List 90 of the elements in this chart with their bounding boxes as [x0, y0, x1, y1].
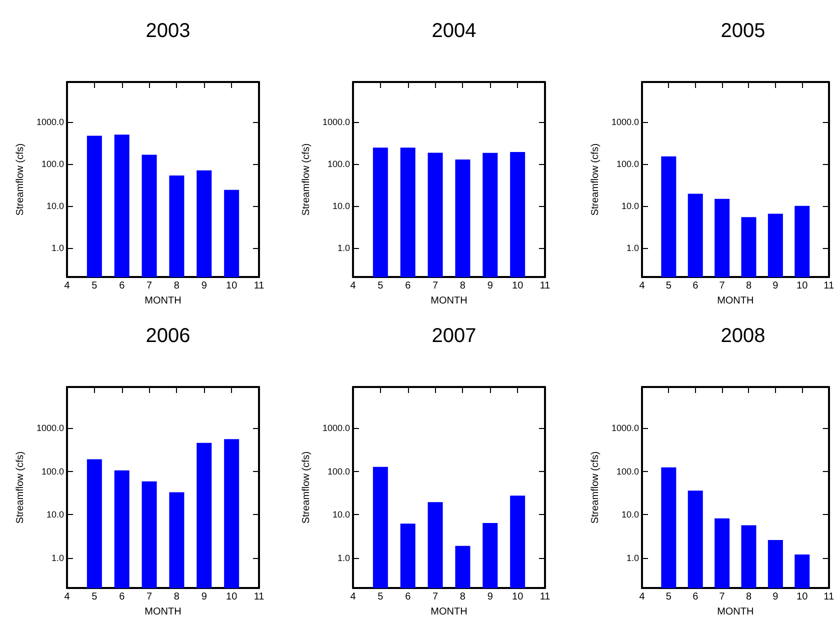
x-tick-label: 4: [350, 592, 356, 603]
chart-title: 2007: [432, 325, 476, 347]
x-tick-label: 5: [92, 592, 98, 603]
x-tick-label: 6: [692, 592, 699, 603]
x-axis-title: MONTH: [717, 606, 754, 618]
x-tick-label: 10: [226, 592, 238, 603]
x-tick-label: 9: [201, 592, 208, 603]
x-tick-label: 10: [796, 592, 808, 603]
x-tick-label: 11: [540, 592, 551, 603]
x-tick-label: 5: [666, 280, 672, 292]
x-axis-title: MONTH: [144, 296, 182, 306]
x-tick-label: 7: [432, 280, 439, 292]
y-tick-label: 100.0: [616, 158, 639, 169]
x-tick-label: 6: [119, 280, 126, 292]
x-tick-label: 4: [639, 592, 646, 603]
x-tick-label: 8: [174, 280, 180, 292]
x-tick-label: 8: [460, 592, 466, 603]
y-axis-title: Streamflow (cfs): [301, 143, 312, 216]
x-tick-label: 7: [432, 592, 439, 603]
x-tick-label: 9: [201, 280, 208, 292]
x-tick-label: 5: [378, 280, 384, 292]
y-tick-label: 1.0: [626, 552, 639, 563]
y-tick-label: 100.0: [616, 466, 639, 476]
x-tick-label: 6: [405, 280, 412, 292]
chart-title: 2008: [720, 325, 766, 347]
y-tick-label: 100.0: [327, 158, 350, 169]
y-tick-label: 1000.0: [611, 117, 639, 128]
y-axis-title: Streamflow (cfs): [301, 451, 312, 524]
y-tick-label: 1.0: [51, 552, 64, 563]
x-tick-label: 8: [746, 280, 752, 292]
y-tick-label: 1000.0: [36, 423, 64, 434]
x-tick-label: 7: [146, 592, 153, 603]
x-tick-label: 6: [405, 592, 412, 603]
x-axis-title: MONTH: [717, 296, 754, 306]
x-tick-label: 8: [746, 592, 752, 603]
x-tick-label: 4: [350, 280, 356, 292]
y-tick-label: 10.0: [332, 510, 350, 520]
x-tick-label: 6: [692, 280, 699, 292]
y-tick-label: 1.0: [626, 242, 639, 253]
x-axis-title: MONTH: [430, 606, 468, 618]
x-tick-label: 10: [226, 280, 238, 292]
x-tick-label: 5: [92, 280, 98, 292]
x-tick-label: 5: [378, 592, 384, 603]
x-tick-label: 5: [666, 592, 672, 603]
y-tick-label: 1.0: [51, 242, 64, 253]
y-tick-label: 100.0: [41, 466, 64, 476]
x-tick-label: 10: [512, 592, 524, 603]
x-tick-label: 8: [174, 592, 180, 603]
x-tick-label: 4: [639, 280, 646, 292]
x-tick-label: 11: [824, 592, 834, 603]
x-tick-label: 8: [460, 280, 466, 292]
x-axis-title: MONTH: [430, 296, 468, 306]
y-tick-label: 10.0: [46, 510, 64, 520]
x-tick-label: 11: [540, 280, 551, 292]
y-axis-title: Streamflow (cfs): [590, 451, 602, 524]
y-tick-label: 1000.0: [36, 117, 64, 128]
y-tick-label: 1.0: [337, 552, 350, 563]
chart-title: 2004: [432, 20, 476, 42]
y-tick-label: 10.0: [46, 200, 64, 211]
y-tick-label: 1000.0: [322, 423, 350, 434]
y-axis-title: Streamflow (cfs): [15, 143, 26, 216]
x-tick-label: 10: [796, 280, 808, 292]
x-tick-label: 11: [254, 592, 265, 603]
x-tick-label: 11: [254, 280, 265, 292]
y-tick-label: 1.0: [337, 242, 350, 253]
x-tick-label: 7: [146, 280, 153, 292]
y-tick-label: 100.0: [327, 466, 350, 476]
chart-title: 2003: [146, 20, 190, 42]
y-tick-label: 10.0: [621, 510, 639, 520]
y-tick-label: 100.0: [41, 158, 64, 169]
y-tick-label: 1000.0: [611, 423, 639, 434]
x-tick-label: 4: [64, 280, 70, 292]
x-tick-label: 10: [512, 280, 524, 292]
x-tick-label: 7: [719, 592, 726, 603]
x-tick-label: 4: [64, 592, 70, 603]
y-tick-label: 10.0: [332, 200, 350, 211]
x-tick-label: 9: [487, 280, 494, 292]
chart-title: 2005: [720, 20, 766, 42]
x-tick-label: 6: [119, 592, 126, 603]
y-axis-title: Streamflow (cfs): [590, 143, 602, 216]
x-tick-label: 9: [772, 592, 779, 603]
y-tick-label: 10.0: [621, 200, 639, 211]
x-tick-label: 11: [824, 280, 834, 292]
chart-title: 2006: [146, 325, 190, 347]
y-axis-title: Streamflow (cfs): [15, 451, 26, 524]
y-tick-label: 1000.0: [322, 117, 350, 128]
x-tick-label: 9: [772, 280, 779, 292]
x-tick-label: 9: [487, 592, 494, 603]
x-tick-label: 7: [719, 280, 726, 292]
x-axis-title: MONTH: [144, 606, 182, 618]
